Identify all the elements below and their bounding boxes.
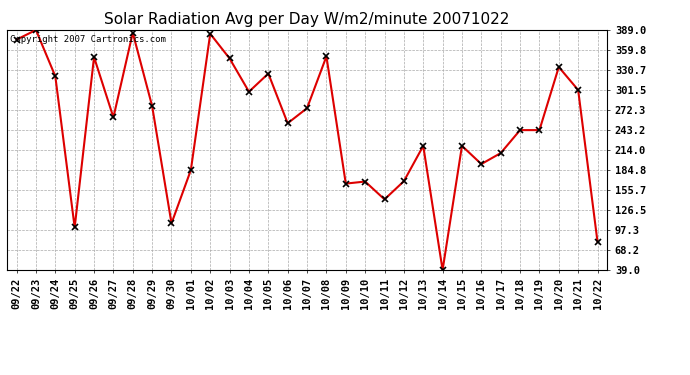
Title: Solar Radiation Avg per Day W/m2/minute 20071022: Solar Radiation Avg per Day W/m2/minute … <box>104 12 510 27</box>
Text: Copyright 2007 Cartronics.com: Copyright 2007 Cartronics.com <box>10 35 166 44</box>
